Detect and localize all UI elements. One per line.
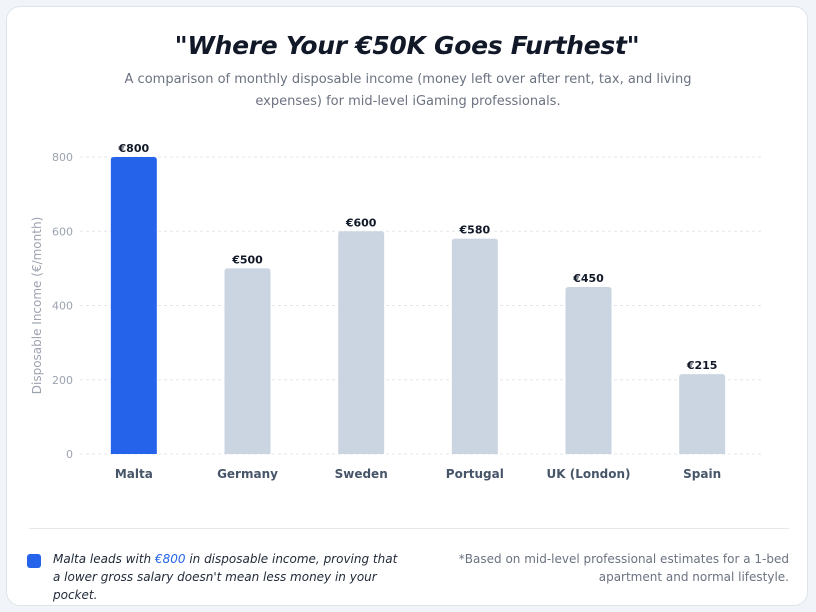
x-category-label: Malta — [115, 467, 153, 481]
bar-portugal — [451, 238, 498, 454]
chart-title: "Where Your €50K Goes Furthest" — [174, 31, 640, 60]
highlight-swatch — [27, 554, 41, 568]
bar-uk-london — [565, 286, 612, 454]
bar-data-label: €580 — [459, 224, 491, 237]
x-category-label: Germany — [217, 467, 278, 481]
y-tick-label: 600 — [52, 225, 73, 238]
insight-text: Malta leads with €800 in disposable inco… — [53, 550, 403, 604]
bar-germany — [224, 268, 271, 454]
bar-data-label: €450 — [572, 272, 604, 285]
footer-divider — [29, 528, 789, 529]
insight-highlight-value: €800 — [154, 552, 186, 566]
insight-suffix: in disposable income, proving that a low… — [53, 552, 398, 602]
x-category-label: Sweden — [335, 467, 388, 481]
x-category-label: UK (London) — [547, 467, 631, 481]
bar-data-label: €215 — [686, 359, 718, 372]
bar-data-label: €600 — [345, 216, 377, 229]
bar-data-label: €800 — [118, 142, 150, 155]
chart-subtitle: A comparison of monthly disposable incom… — [124, 72, 692, 109]
insight-prefix: Malta leads with — [53, 552, 155, 566]
bar-spain — [679, 374, 726, 454]
bar-data-label: €500 — [231, 253, 263, 266]
bar-sweden — [338, 231, 385, 454]
bar-malta — [110, 157, 157, 454]
x-category-label: Spain — [683, 467, 721, 481]
x-category-label: Portugal — [446, 467, 504, 481]
y-tick-label: 800 — [52, 151, 73, 164]
y-tick-label: 400 — [52, 300, 73, 313]
y-tick-label: 200 — [52, 374, 73, 387]
y-axis-label: Disposable Income (€/month) — [30, 217, 44, 395]
y-tick-label: 0 — [66, 448, 73, 461]
disclaimer-text: *Based on mid-level professional estimat… — [458, 552, 789, 584]
